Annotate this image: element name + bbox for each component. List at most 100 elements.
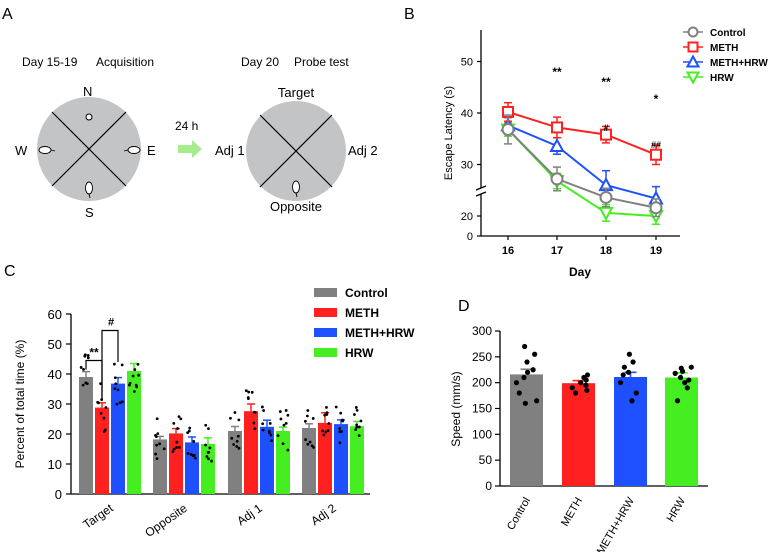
data-point <box>270 439 273 442</box>
probe-label: Probe test <box>294 55 349 69</box>
quadrant-adj2: Adj 2 <box>348 143 378 158</box>
data-point <box>155 443 158 447</box>
data-point <box>338 430 342 434</box>
y-axis-title: Speed (mm/s) <box>449 371 463 446</box>
data-point <box>250 390 254 394</box>
probe-day: Day 20 <box>241 55 279 69</box>
bar-meth_hrw <box>334 424 348 494</box>
data-point <box>230 436 234 440</box>
data-point <box>235 439 239 443</box>
panel-label-a: A <box>2 6 13 23</box>
data-point <box>188 426 192 430</box>
data-point <box>82 368 85 371</box>
data-point <box>261 422 265 426</box>
data-point <box>171 450 175 453</box>
data-point <box>338 427 342 430</box>
data-point <box>113 376 117 380</box>
x-tick-label: METH <box>559 495 585 528</box>
data-point <box>339 411 343 415</box>
data-point <box>353 413 356 416</box>
data-point <box>633 390 639 396</box>
data-point <box>672 370 678 376</box>
panel-label-b: B <box>404 6 415 23</box>
panel-label-d: D <box>458 298 470 315</box>
series-line-meth_hrw <box>507 124 657 200</box>
data-point <box>516 390 522 396</box>
y-tick-label: 300 <box>472 324 492 338</box>
data-point <box>86 353 90 357</box>
data-point <box>583 382 589 388</box>
data-point <box>354 406 358 409</box>
data-point <box>177 415 181 419</box>
y-tick-label: 50 <box>479 453 493 467</box>
legend-label-control: Control <box>710 28 746 39</box>
compass-n: N <box>83 84 92 99</box>
data-point <box>193 456 197 460</box>
data-point <box>286 413 290 417</box>
data-point-control <box>550 172 564 186</box>
data-point <box>684 385 690 391</box>
data-point <box>524 359 530 365</box>
data-point <box>355 423 359 427</box>
data-point <box>244 389 248 393</box>
data-point <box>583 377 589 383</box>
data-point <box>253 427 257 431</box>
data-point <box>136 362 140 366</box>
bar-meth <box>244 411 258 494</box>
mouse-icon <box>292 180 300 198</box>
data-point-meth <box>600 128 612 141</box>
y-tick-label: 0 <box>485 479 492 493</box>
data-point <box>247 397 250 400</box>
axis-break <box>475 191 487 197</box>
data-point <box>279 417 283 421</box>
significance-label: * <box>654 92 659 106</box>
data-point <box>137 373 140 377</box>
significance-label: ** <box>552 65 562 79</box>
x-axis-title: Day <box>569 265 591 279</box>
quadrant-adj1: Adj 1 <box>215 143 245 158</box>
data-point <box>85 382 89 386</box>
data-point <box>573 390 579 396</box>
y-tick-label: 20 <box>48 427 62 442</box>
data-point <box>120 400 124 404</box>
legend-marker-control <box>687 26 699 38</box>
data-point <box>355 425 359 429</box>
data-point <box>155 417 159 421</box>
data-point <box>232 443 236 446</box>
mouse-icon <box>85 181 93 199</box>
data-point <box>621 364 627 370</box>
quadrant-opposite: Opposite <box>270 199 322 214</box>
data-point <box>323 413 327 417</box>
data-point <box>282 423 286 427</box>
data-point <box>155 457 159 461</box>
y-tick-label: 30 <box>461 160 473 172</box>
x-tick-label: Opposite <box>142 501 190 540</box>
y-axis-title: Escape Latency (s) <box>443 86 455 180</box>
data-point <box>207 427 210 431</box>
data-point-hrw <box>598 206 614 221</box>
chart-speed: 0 50 100 150 200 250 300 Speed (mm/s) Control MET… <box>449 324 708 552</box>
y-tick-label: 20 <box>461 211 473 223</box>
y-tick-label: 200 <box>472 376 492 390</box>
data-point <box>81 383 85 387</box>
data-point <box>686 377 692 383</box>
data-point <box>303 419 307 423</box>
data-point <box>522 400 528 406</box>
hidden-platform <box>85 113 93 121</box>
significance-bracket <box>101 329 119 400</box>
x-tick-label: Target <box>80 501 116 532</box>
data-point <box>114 382 118 386</box>
data-point <box>359 419 363 423</box>
bar-meth <box>318 422 332 494</box>
legend-marker-hrw <box>685 71 701 85</box>
y-tick-label: 50 <box>461 57 473 69</box>
x-tick-label: Adj 2 <box>308 501 339 528</box>
data-point <box>355 409 359 412</box>
data-point <box>325 405 328 409</box>
legend-label-meth_hrw: METH+HRW <box>345 326 415 340</box>
data-point <box>210 459 213 463</box>
data-point <box>310 444 314 448</box>
y-axis-title: Percent of total time (%) <box>13 340 27 469</box>
